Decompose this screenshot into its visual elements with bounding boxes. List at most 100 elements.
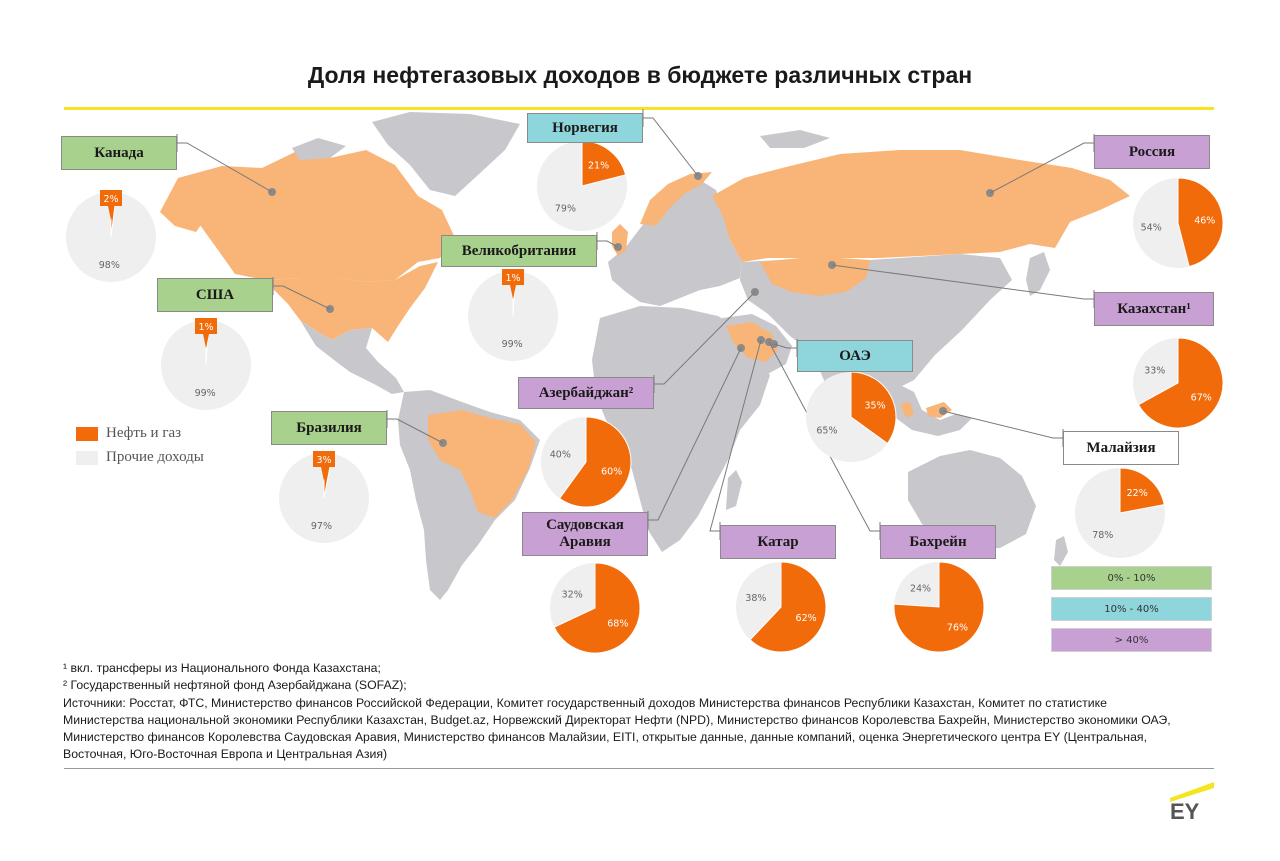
leader-qatar: [709, 339, 762, 532]
pie-label-other-norway: 79%: [555, 203, 576, 214]
pie-brazil: 3% 97%: [279, 451, 369, 543]
leader-saudi: [648, 347, 742, 521]
label-qatar: Катар: [720, 525, 836, 559]
scale-band-low: 0% - 10%: [1051, 566, 1212, 590]
pie-label-oil-russia: 46%: [1194, 216, 1215, 227]
map-brazil: [428, 410, 536, 518]
map-new-zealand: [1054, 536, 1068, 566]
title-rule: [64, 107, 1214, 110]
pie-malaysia: 22% 78%: [1075, 467, 1165, 558]
pie-usa: 1% 99%: [161, 318, 251, 410]
label-azerbaijan-text: Азербайджан²: [538, 384, 634, 401]
oil-callout-tail-usa: [203, 334, 209, 348]
leader-kazakhstan: [831, 264, 1094, 300]
label-russia-text: Россия: [1128, 143, 1176, 160]
map-russia: [712, 150, 1130, 262]
map-madagascar: [726, 470, 742, 510]
label-bahrain: Бахрейн: [880, 525, 996, 559]
pie-label-oil-kazakhstan: 67%: [1191, 393, 1212, 404]
pie-label-oil-norway: 21%: [588, 161, 609, 172]
label-azerbaijan: Азербайджан²: [518, 377, 654, 409]
map-se-asia: [880, 384, 972, 436]
oil-callout-tail-brazil: [321, 467, 327, 481]
map-saudi: [726, 322, 778, 362]
oil-callout-tail-uk: [510, 285, 516, 299]
pie-label-other-uae: 65%: [816, 425, 837, 436]
pie-slice-oil-kazakhstan: [1137, 337, 1224, 429]
pie-slice-oil-qatar: [749, 561, 827, 653]
pie-label-other-saudi: 32%: [562, 590, 583, 601]
pie-label-oil-canada: 2%: [103, 194, 118, 205]
label-kazakhstan-text: Казахстан¹: [1117, 300, 1191, 317]
scale-band-high-text: > 40%: [1114, 634, 1149, 646]
footnote-1: ¹ вкл. трансферы из Национального Фонда …: [63, 661, 381, 675]
label-saudi: Саудовская Аравия: [522, 512, 648, 556]
pie-saudi: 68% 32%: [550, 562, 641, 654]
legend-label-other: Прочие доходы: [106, 449, 204, 465]
legend-swatch-other: [76, 450, 98, 465]
scale-band-mid-text: 10% - 40%: [1104, 603, 1159, 615]
pie-kazakhstan: 67% 33%: [1133, 337, 1224, 429]
pie-azerbaijan: 60% 40%: [541, 416, 632, 508]
footnotes: ¹ вкл. трансферы из Национального Фонда …: [63, 660, 1183, 764]
oil-callout-usa: [195, 318, 217, 334]
leader-norway: [643, 117, 699, 177]
pie-russia: 46% 54%: [1133, 177, 1224, 268]
legend-oil-gas: Нефть и газ: [76, 425, 181, 442]
map-alaska: [160, 178, 208, 232]
legend-label-oil-gas: Нефть и газ: [106, 425, 182, 441]
label-malaysia: Малайзия: [1063, 431, 1179, 465]
pie-charts: 2% 98% 1% 99% 3% 97% 1% 99% 21% 79% 60% 40% 68% 32% 35…: [66, 140, 1224, 654]
pie-slice-oil-uae: [850, 371, 897, 445]
pie-slice-oil-bahrain: [893, 561, 985, 653]
ey-logo: EY: [1170, 782, 1214, 822]
label-usa-text: США: [195, 286, 235, 303]
bottom-rule: [64, 768, 1214, 769]
page-title: Доля нефтегазовых доходов в бюджете разл…: [307, 62, 973, 88]
label-uae-text: ОАЭ: [839, 347, 871, 364]
sources-note: Источники: Росстат, ФТС, Министерство фи…: [63, 695, 1171, 762]
scale-band-high: > 40%: [1051, 628, 1212, 652]
oil-callout-uk: [502, 269, 524, 285]
pie-label-oil-bahrain: 76%: [947, 623, 968, 634]
oil-callout-tail-canada: [108, 206, 114, 220]
map-malaysia: [900, 402, 952, 418]
leader-uae: [773, 343, 797, 349]
label-canada: Канада: [61, 136, 177, 170]
pie-label-other-usa: 99%: [195, 388, 216, 399]
label-bahrain-text: Бахрейн: [909, 533, 967, 550]
pie-slice-oil-saudi: [553, 562, 641, 654]
pie-norway: 21% 79%: [537, 140, 627, 231]
map-greenland: [372, 112, 520, 196]
map-continents: [160, 112, 1130, 600]
pie-label-other-bahrain: 24%: [910, 583, 931, 594]
pie-label-other-kazakhstan: 33%: [1144, 365, 1165, 376]
pie-label-other-qatar: 38%: [745, 593, 766, 604]
pie-slice-oil-russia: [1177, 177, 1224, 268]
pie-uk: 1% 99%: [468, 269, 558, 361]
label-brazil: Бразилия: [271, 411, 387, 445]
pie-canada: 2% 98%: [66, 190, 156, 282]
label-kazakhstan: Казахстан¹: [1094, 292, 1214, 326]
scale-band-mid: 10% - 40%: [1051, 597, 1212, 621]
label-russia: Россия: [1094, 135, 1210, 169]
map-africa: [592, 306, 770, 552]
map-norway: [640, 172, 712, 226]
leader-malaysia: [942, 410, 1063, 439]
legend-swatch-oil-gas: [76, 426, 98, 441]
map-japan: [1026, 252, 1050, 296]
label-malaysia-text: Малайзия: [1086, 439, 1156, 456]
ey-logo-text: EY: [1170, 799, 1200, 822]
leader-lines: [176, 109, 1095, 540]
legend-other: Прочие доходы: [76, 449, 204, 466]
leader-uk: [597, 240, 619, 248]
label-qatar-text: Катар: [757, 533, 799, 550]
pie-label-oil-malaysia: 22%: [1127, 488, 1148, 499]
oil-callout-brazil: [313, 451, 335, 467]
label-usa: США: [157, 278, 273, 312]
pie-label-oil-azerbaijan: 60%: [601, 466, 622, 477]
pie-label-oil-saudi: 68%: [607, 618, 628, 629]
pie-bahrain: 76% 24%: [893, 561, 985, 653]
label-uae: ОАЭ: [797, 340, 913, 372]
